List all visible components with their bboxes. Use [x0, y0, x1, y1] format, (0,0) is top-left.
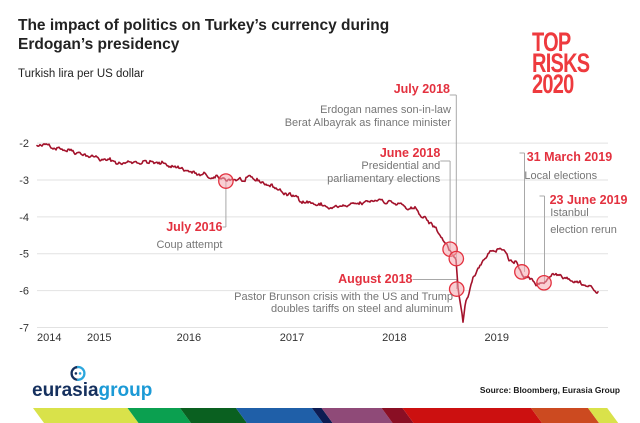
svg-text:2017: 2017 [280, 332, 304, 344]
svg-text:2018: 2018 [382, 332, 406, 344]
svg-text:-3: -3 [19, 175, 29, 187]
svg-text:-4: -4 [19, 212, 29, 224]
svg-text:-6: -6 [19, 286, 29, 298]
svg-text:-7: -7 [19, 323, 29, 335]
svg-text:2014: 2014 [37, 332, 61, 344]
svg-text:2016: 2016 [177, 332, 201, 344]
svg-text:2015: 2015 [87, 332, 111, 344]
svg-text:-5: -5 [19, 249, 29, 261]
svg-text:2019: 2019 [485, 332, 509, 344]
svg-text:-2: -2 [19, 138, 29, 150]
